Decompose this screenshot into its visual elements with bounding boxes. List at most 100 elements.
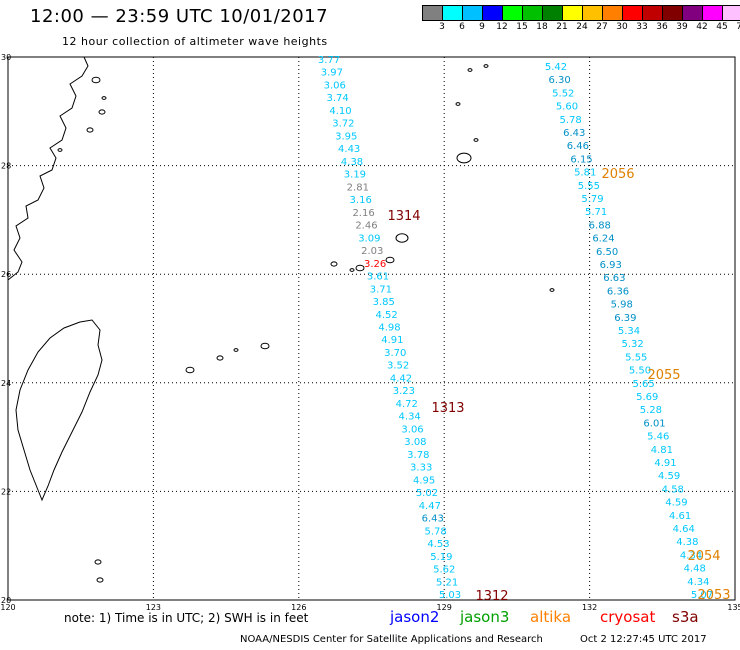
pass-number-label: 2056: [601, 167, 634, 182]
track-1313-value: 2.03: [361, 246, 383, 257]
track-2055-value: 6.30: [549, 75, 571, 86]
track-1313-value: 4.95: [413, 475, 435, 486]
colorbar-swatch: [583, 6, 603, 20]
track-1313-value: 4.34: [399, 412, 421, 423]
colorbar-swatch: [683, 6, 703, 20]
taiwan-coastline: [15, 319, 103, 502]
track-2055-value: 6.36: [607, 286, 629, 297]
track-1313-value: 4.52: [375, 310, 397, 321]
track-1313-value: 3.08: [404, 437, 426, 448]
track-1313-value: 3.61: [367, 272, 389, 283]
colorbar-label: 39: [676, 22, 688, 32]
track-1313-value: 3.33: [410, 463, 432, 474]
track-2055-value: 5.55: [578, 181, 600, 192]
track-1313-value: 4.98: [378, 323, 400, 334]
colorbar-label: 6: [459, 22, 465, 32]
track-2055-value: 6.63: [603, 273, 625, 284]
colorbar-swatch: [603, 6, 623, 20]
track-1313-value: 5.19: [430, 552, 452, 563]
colorbar-swatch: [623, 6, 643, 20]
lon-tick-label: 132: [582, 603, 597, 612]
colorbar-label: 42: [696, 22, 708, 32]
track-2055-value: 5.42: [545, 62, 567, 73]
pass-number-label: 1313: [431, 401, 464, 416]
map-frame: [7, 56, 736, 601]
track-2055-value: 4.48: [684, 564, 706, 575]
colorbar-swatch: [443, 6, 463, 20]
track-2055-value: 6.88: [589, 220, 611, 231]
colorbar-swatch: [503, 6, 523, 20]
track-2055-value: 5.28: [640, 405, 662, 416]
pass-number-label: 2055: [647, 368, 680, 383]
track-2055-value: 4.61: [669, 511, 691, 522]
legend-jason3: jason3: [460, 608, 510, 626]
track-1313-value: 5.78: [424, 526, 446, 537]
lon-tick-label: 129: [437, 603, 452, 612]
track-1313-value: 3.72: [332, 119, 354, 130]
island-outline: [216, 355, 224, 361]
track-1313-value: 3.06: [324, 80, 346, 91]
track-1313-value: 5.62: [433, 565, 455, 576]
colorbar-label: 70: [736, 22, 740, 32]
colorbar-label: 15: [516, 22, 528, 32]
track-2055-value: 4.34: [680, 550, 702, 561]
credit-line: NOAA/NESDIS Center for Satellite Applica…: [240, 634, 543, 645]
track-2055-value: 5.32: [622, 339, 644, 350]
island-outline: [57, 148, 63, 152]
island-outline: [260, 342, 270, 350]
track-2055-value: 5.52: [552, 88, 574, 99]
island-outline: [349, 268, 355, 272]
track-2055-value: 6.24: [592, 234, 614, 245]
track-1313-value: 2.16: [352, 208, 374, 219]
legend-s3a: s3a: [672, 608, 699, 626]
track-1313-value: 4.91: [381, 335, 403, 346]
track-2055-value: 4.64: [673, 524, 695, 535]
colorbar-label: 3: [439, 22, 445, 32]
island-outline: [91, 76, 101, 84]
pass-number-label: 2054: [687, 549, 720, 564]
track-2055-value: 5.60: [556, 102, 578, 113]
lon-tick-label: 120: [0, 603, 15, 612]
track-2055-value: 4.58: [662, 484, 684, 495]
colorbar-swatch: [423, 6, 443, 20]
island-outline: [473, 138, 479, 142]
island-outline: [456, 152, 472, 164]
track-1313-value: 5.21: [436, 577, 458, 588]
pass-number-label: 1314: [387, 209, 420, 224]
track-1313-value: 4.43: [338, 144, 360, 155]
track-2055-value: 5.81: [574, 168, 596, 179]
track-2055-value: 5.55: [625, 352, 647, 363]
track-1313-value: 3.70: [384, 348, 406, 359]
track-1313-value: 5.02: [416, 488, 438, 499]
island-outline: [355, 264, 365, 272]
colorbar-label: 45: [716, 22, 728, 32]
track-1313-value: 6.43: [422, 514, 444, 525]
colorbar-label: 30: [616, 22, 628, 32]
island-outline: [455, 102, 461, 106]
colorbar-swatch: [643, 6, 663, 20]
footer-note: note: 1) Time is in UTC; 2) SWH is in fe…: [64, 611, 309, 625]
track-2055-value: 5.07: [691, 590, 713, 601]
lat-tick-label: 20: [1, 596, 11, 605]
colorbar-label: 27: [596, 22, 608, 32]
track-1313-value: 5.03: [439, 590, 461, 601]
island-outline: [185, 366, 195, 374]
map-subtitle: 12 hour collection of altimeter wave hei…: [62, 35, 328, 48]
track-2055-value: 4.38: [676, 537, 698, 548]
colorbar-label: 21: [556, 22, 568, 32]
track-2055-value: 5.65: [632, 379, 654, 390]
track-2055-value: 6.50: [596, 247, 618, 258]
colorbar: [422, 5, 740, 21]
track-1313-value: 4.72: [396, 399, 418, 410]
map-title: 12:00 — 23:59 UTC 10/01/2017: [30, 6, 329, 27]
track-1313-value: 3.85: [373, 297, 395, 308]
track-2055-value: 6.39: [614, 313, 636, 324]
track-2055-value: 5.46: [647, 432, 669, 443]
track-1313-value: 3.97: [321, 68, 343, 79]
track-1313-value: 4.47: [419, 501, 441, 512]
track-2055-value: 6.46: [567, 141, 589, 152]
timestamp: Oct 2 12:27:45 UTC 2017: [580, 634, 707, 645]
track-2055-value: 6.15: [570, 154, 592, 165]
island-outline: [96, 577, 104, 583]
